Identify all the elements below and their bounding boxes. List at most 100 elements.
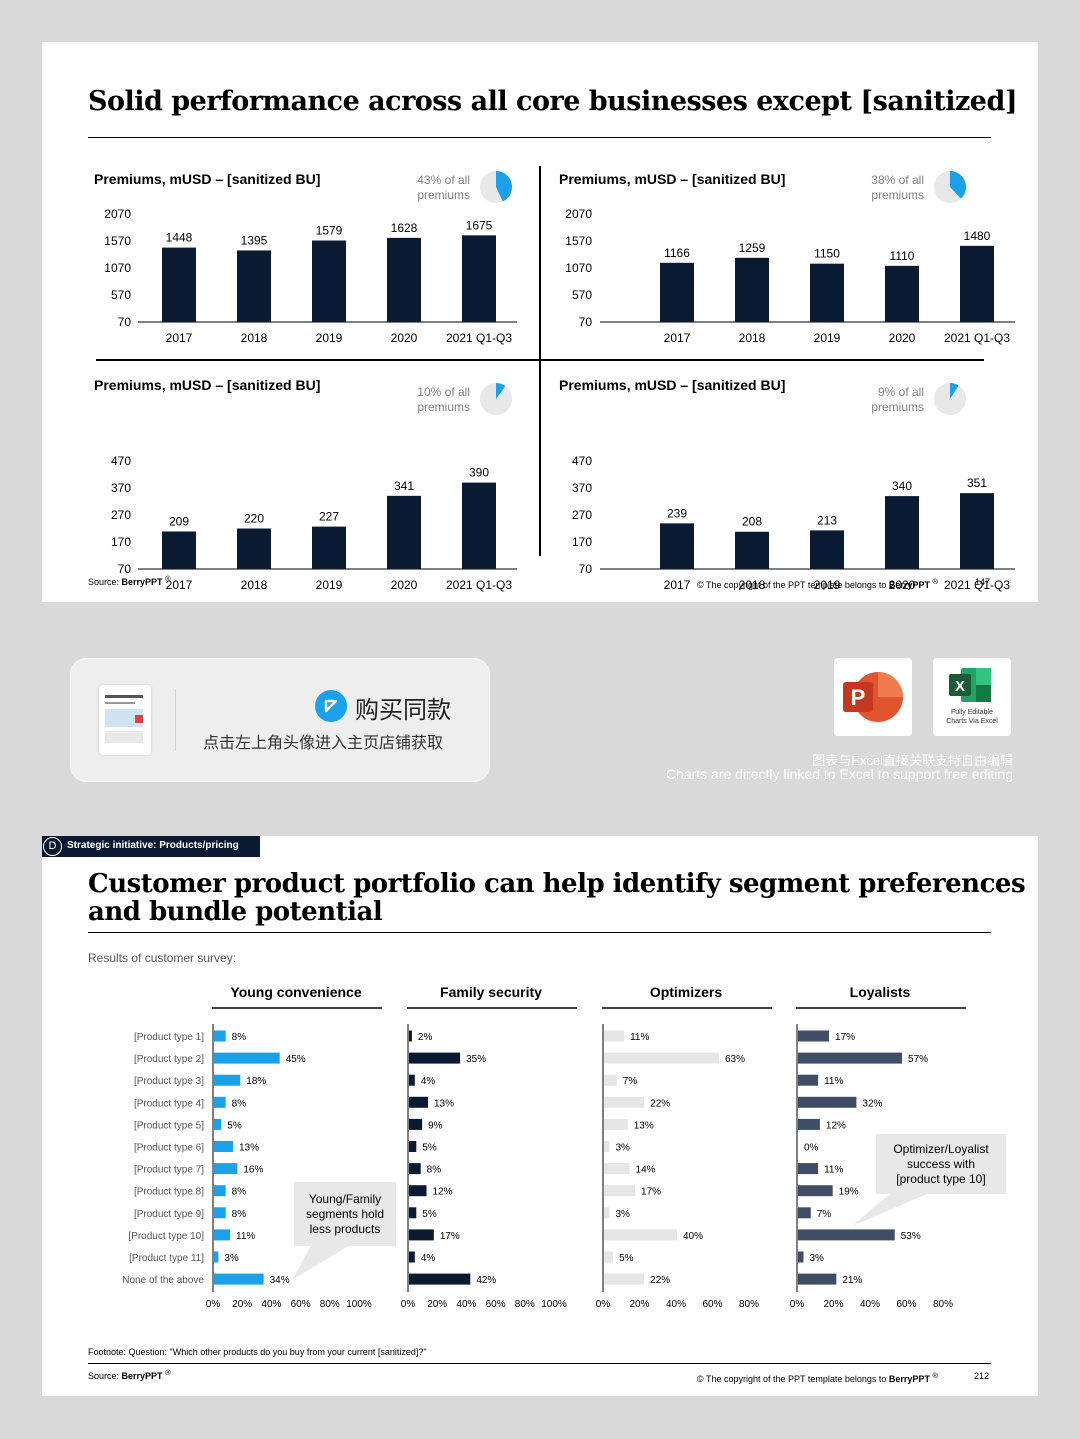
callout2-line2: success with [906,1157,976,1171]
x-tick-label: 2018 [241,331,268,345]
bar [409,1052,461,1064]
x-tick-label: 2019 [316,331,343,345]
bar-value-label: 220 [244,512,264,526]
x-tick-label: 0% [206,1299,221,1310]
y-tick-label: 1570 [104,234,131,248]
bar [798,1185,833,1197]
bar-value-label: 390 [469,466,489,480]
title-line-2: and bundle potential [88,897,383,927]
bar-value-label: 32% [862,1098,882,1109]
callout2-line1: Optimizer/Loyalist [893,1142,989,1156]
x-tick-label: 80% [739,1299,759,1310]
y-tick-label: 370 [111,481,131,495]
bar-value-label: 1110 [890,249,915,263]
bar-value-label: 1628 [391,221,418,235]
slide-title: Solid performance across all core busine… [88,86,1018,117]
bar [214,1273,264,1285]
panel-divider-horizontal [96,359,984,361]
bar-value-label: 17% [440,1231,460,1242]
share-pie [480,171,512,203]
bar-value-label: 8% [232,1098,247,1109]
bar-value-label: 9% [428,1120,443,1131]
bar-value-label: 34% [270,1275,290,1286]
copyright-brand: BerryPPT [888,1374,930,1384]
chart-panel-2: Premiums, mUSD – [sanitized BU] 38% of a… [540,42,1038,360]
x-tick-label: 2020 [889,331,916,345]
bar [214,1163,238,1175]
x-tick-label: 20% [629,1299,649,1310]
bar [312,240,346,322]
x-tick-label: 2019 [814,578,841,592]
title-rule [88,137,991,138]
share-line2: premiums [417,400,470,414]
bar [798,1273,837,1285]
bar [162,531,196,569]
bar [409,1030,412,1042]
segment-header: Optimizers [650,984,723,1000]
y-tick-label: 170 [111,535,131,549]
template-thumbnail[interactable] [99,685,151,755]
x-tick-label: 2017 [664,578,691,592]
pie-slice-share [496,171,512,202]
bar [409,1118,423,1130]
bar-value-label: 40% [683,1231,703,1242]
reg-mark: ® [932,1371,938,1380]
bar-value-label: 227 [319,510,339,524]
x-tick-label: 2017 [166,578,193,592]
bar [798,1030,830,1042]
bar [660,262,694,322]
share-label: 9% of all premiums [826,385,924,415]
bar-value-label: 7% [817,1209,832,1220]
segment-bar-chart: [Product type 1] [Product type 2] [Product… [122,984,966,1310]
slide-product-portfolio: D Strategic initiative: Products/pricing… [42,836,1038,1396]
share-line2: premiums [871,188,924,202]
segment-header: Family security [440,984,542,1000]
category-label: [Product type 7] [134,1165,204,1176]
bar-value-label: 209 [169,514,189,528]
source-note: Source: BerryPPT ® [88,1368,171,1381]
callout2-pointer [852,1192,932,1226]
y-tick-label: 70 [579,562,593,576]
y-tick-label: 1070 [104,261,131,275]
footer-rule [88,1363,991,1364]
category-label: [Product type 1] [134,1032,204,1043]
copyright-note: © The copyright of the PPT template belo… [697,1371,938,1384]
callout1-line2: segments hold [305,1207,385,1221]
chart-panel-1: Premiums, mUSD – [sanitized BU] 43% of a… [42,42,540,360]
bar [604,1185,636,1197]
copyright-prefix: © The copyright of the PPT template belo… [697,580,889,590]
bar [462,482,496,569]
category-label: [Product type 11] [129,1253,204,1264]
slide-title: Customer product portfolio can help iden… [88,870,1026,927]
bar-value-label: 8% [232,1032,247,1043]
bar-value-label: 340 [892,479,912,493]
x-tick-label: 2017 [166,331,193,345]
chart-panel-4: Premiums, mUSD – [sanitized BU] 9% of al… [540,360,1038,602]
bar [409,1229,434,1241]
tag-text: Strategic initiative: Products/pricing [67,840,239,851]
bar-value-label: 19% [839,1187,859,1198]
purchase-banner[interactable]: 购买同款 点击左上角头像进入主页店铺获取 [70,658,490,782]
bar [798,1229,895,1241]
y-tick-label: 1070 [565,261,592,275]
bar [798,1163,819,1175]
bar-value-label: 4% [421,1253,436,1264]
bar-value-label: 7% [623,1076,638,1087]
buy-label[interactable]: 购买同款 [355,697,451,724]
bar [735,531,769,569]
x-tick-label: 2019 [814,331,841,345]
callout2-line3: [product type 10] [896,1172,986,1186]
y-tick-label: 570 [111,288,131,302]
share-line1: 10% of all [417,385,470,399]
y-tick-label: 70 [118,315,132,329]
bar-value-label: 14% [636,1165,656,1176]
bar [604,1273,645,1285]
bar [312,526,346,569]
bar-value-label: 213 [817,513,837,527]
bar-value-label: 1675 [466,218,493,232]
x-tick-label: 60% [486,1299,506,1310]
bar [387,237,421,322]
bar [214,1052,280,1064]
category-label: [Product type 10] [128,1231,204,1242]
source-brand: BerryPPT [121,577,163,587]
